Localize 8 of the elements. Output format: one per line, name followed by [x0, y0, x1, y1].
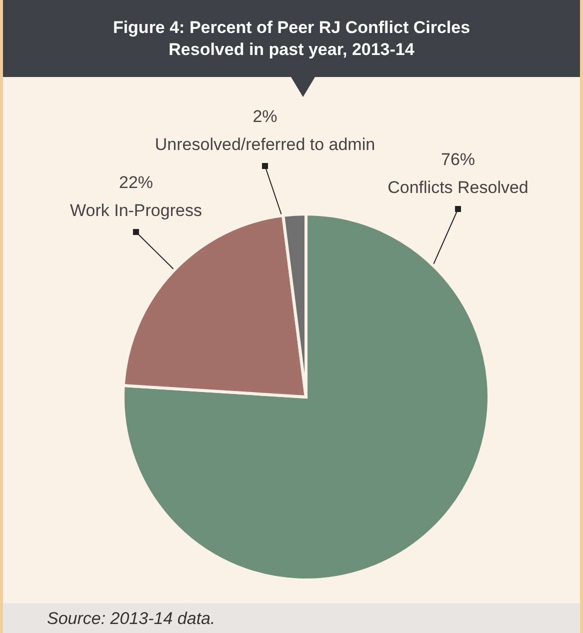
data-label: 76%: [440, 150, 476, 169]
data-label: 2%: [252, 107, 278, 126]
slice-label: Unresolved/referred to admin: [154, 135, 376, 154]
source-note: Source: 2013-14 data.: [47, 609, 216, 629]
data-label: 22%: [118, 173, 154, 192]
slice-label: Work In-Progress: [70, 201, 202, 220]
chart-title: Figure 4: Percent of Peer RJ Conflict Circles Resolved in past year, 2013-14: [112, 16, 472, 60]
slice-label: Conflicts Resolved: [388, 178, 528, 197]
